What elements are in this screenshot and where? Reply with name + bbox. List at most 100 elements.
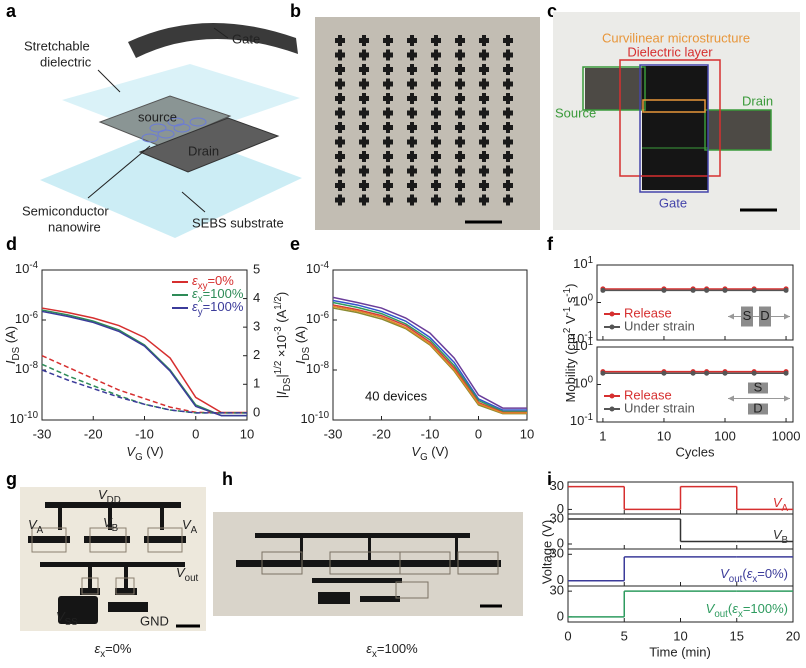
text-part: 10: [306, 361, 320, 376]
text-part: 10: [306, 261, 320, 276]
text-part: s: [563, 296, 578, 307]
micrograph-array: [315, 17, 540, 230]
text-part: |: [274, 395, 289, 398]
x-tick-label: -30: [33, 426, 52, 441]
text-part: 1/2: [273, 361, 284, 375]
inset-arrowhead: [728, 313, 734, 320]
label: VDD: [98, 487, 121, 505]
data-line: [41, 310, 247, 417]
x-axis-label: Time (min): [649, 644, 711, 659]
text-part: -6: [320, 310, 329, 321]
legend-marker: [609, 311, 615, 317]
label: dielectric: [40, 54, 92, 69]
y-tick-label: 101: [573, 255, 593, 272]
device-pattern: [410, 194, 414, 206]
device-pattern: [410, 35, 414, 46]
text-part: 2: [562, 328, 573, 333]
device-pattern: [410, 180, 414, 191]
x-tick-label: -20: [372, 426, 391, 441]
microstructure-box: [642, 99, 706, 113]
data-line: [332, 305, 527, 414]
x-tick-label: 0: [475, 426, 482, 441]
x-tick-label: 5: [621, 628, 628, 643]
y-axis-label: IDS (A): [293, 326, 311, 364]
data-point: [722, 370, 728, 376]
circuit-unstrained: VDD VA VB VA Vout VSS GND εx=0%: [20, 487, 206, 660]
text-part: 10: [573, 256, 587, 271]
text-part: V: [563, 315, 578, 328]
device-pattern: [338, 194, 342, 206]
micrograph-device: Curvilinear microstructure Dielectric la…: [553, 12, 800, 230]
text-part: B: [112, 523, 119, 534]
device-pattern: [482, 93, 486, 104]
text-part: G: [420, 452, 428, 463]
text-part: 10: [300, 411, 314, 426]
y-tick-label: 10-4: [306, 260, 330, 277]
x-tick-label: 10: [657, 428, 671, 443]
device-pattern: [386, 107, 390, 119]
text-part: DD: [107, 495, 121, 506]
inset-label: S: [754, 379, 763, 394]
data-point: [751, 287, 757, 293]
device-pattern: [506, 122, 510, 133]
text-part: DS: [301, 346, 312, 360]
x-axis-label: VG (V): [411, 444, 448, 462]
y-tick-label: 10-1: [570, 330, 593, 347]
data-point: [783, 370, 789, 376]
device-pattern: [338, 64, 342, 75]
device-pattern: [482, 165, 486, 177]
device-pattern: [338, 49, 342, 61]
device-pattern: [506, 49, 510, 61]
y-axis-label: Mobility (cm2 V-1 s-1): [562, 284, 579, 403]
legend-marker: [609, 393, 615, 399]
data-point: [751, 370, 757, 376]
text-part: -4: [29, 260, 38, 271]
data-point: [661, 287, 667, 293]
device-pattern: [458, 180, 462, 191]
x-tick-label: 15: [730, 628, 744, 643]
text-part: 1/2: [273, 296, 284, 310]
text-part: I: [3, 360, 18, 364]
text-part: ε: [192, 286, 198, 301]
device-pattern: [434, 107, 438, 119]
y2-tick-label: 5: [253, 261, 260, 276]
annotation: Vout(εx=100%): [706, 601, 788, 619]
y-tick-label: 10-6: [306, 310, 329, 327]
text-part: V: [411, 444, 421, 459]
source-region: [585, 68, 645, 110]
inset-electrode: [741, 306, 753, 327]
transistor-outlines: [261, 551, 499, 599]
caption: εx=100%: [366, 641, 418, 659]
device-pattern: [434, 93, 438, 104]
device-pattern: [362, 107, 366, 119]
x-axis-label: VG (V): [126, 444, 163, 462]
legend-label: εy=100%: [192, 299, 244, 317]
text-part: 10: [15, 361, 29, 376]
device-pattern: [386, 151, 390, 162]
data-point: [783, 287, 789, 293]
x-tick-label: 20: [786, 628, 800, 643]
device-pattern: [362, 180, 366, 191]
text-part: 1: [588, 337, 593, 348]
device-pattern: [386, 194, 390, 206]
x-tick-label: 1: [599, 428, 606, 443]
data-line: [332, 307, 527, 415]
device-pattern: [506, 194, 510, 206]
text-part: =0%: [105, 641, 132, 656]
text-part: V: [103, 515, 113, 530]
y-axis-label: Voltage (V): [539, 520, 554, 584]
text-part: 1: [588, 255, 593, 266]
inset-arrowhead: [784, 395, 790, 402]
label: GND: [140, 613, 169, 628]
text-part: =100%): [743, 601, 788, 616]
y-tick-label: 100: [573, 292, 593, 309]
text-part: out: [714, 609, 728, 620]
y-tick-label: 30: [550, 546, 564, 561]
device-pattern: [458, 136, 462, 148]
data-point: [704, 287, 710, 293]
label: Vout: [176, 565, 199, 583]
text-part: ): [274, 292, 289, 296]
text-part: =100%: [203, 286, 244, 301]
device-pattern: [362, 78, 366, 90]
text-part: -1: [562, 288, 573, 297]
